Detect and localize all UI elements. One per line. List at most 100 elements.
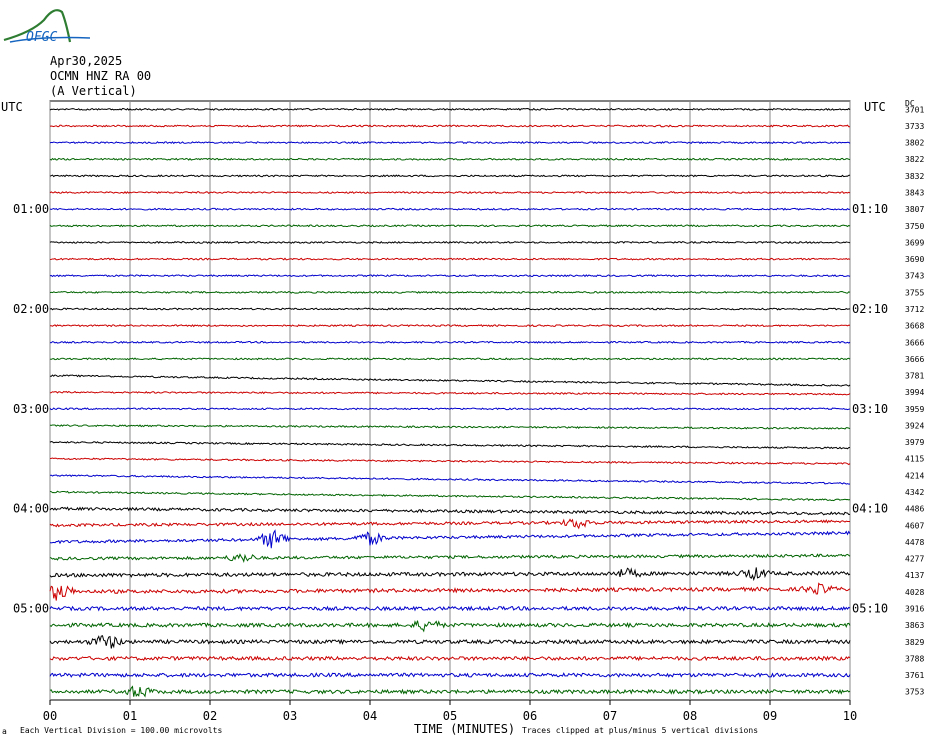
trace-row-26 xyxy=(49,529,851,549)
x-axis-title: TIME (MINUTES) xyxy=(414,722,516,736)
dc-value: 3843 xyxy=(905,189,924,198)
dc-value: 3750 xyxy=(905,222,924,231)
x-tick-label: 05 xyxy=(443,709,457,723)
trace-row-22 xyxy=(49,474,851,485)
trace-row-13 xyxy=(49,324,851,328)
trace-row-30 xyxy=(49,605,851,612)
trace-row-0 xyxy=(49,107,851,111)
trace-row-17 xyxy=(49,390,851,396)
label-layer: 00 01 02 03 04 05 06 07 08 09 10 3701 3733 3802 3822 38… xyxy=(13,105,924,723)
x-tick-label: 06 xyxy=(523,709,537,723)
dc-value: 3668 xyxy=(905,322,924,331)
dc-value: 3788 xyxy=(905,654,924,663)
x-tick-label: 09 xyxy=(763,709,777,723)
clip-note: Traces clipped at plus/minus 5 vertical … xyxy=(522,726,759,735)
grid-layer xyxy=(49,100,851,705)
dc-value: 3666 xyxy=(905,355,924,364)
dc-value: 3699 xyxy=(905,238,924,247)
dc-value: 4214 xyxy=(905,471,924,480)
trace-row-15 xyxy=(49,357,851,361)
dc-value: 3743 xyxy=(905,272,924,281)
trace-row-14 xyxy=(49,340,851,344)
x-tick-label: 01 xyxy=(123,709,137,723)
utc-right-label: UTC xyxy=(864,100,886,114)
dc-value: 3712 xyxy=(905,305,924,314)
trace-row-35 xyxy=(49,685,851,698)
trace-row-34 xyxy=(49,672,851,679)
x-tick-label: 03 xyxy=(283,709,297,723)
dc-value: 3781 xyxy=(905,372,924,381)
x-tick-label: 08 xyxy=(683,709,697,723)
trace-row-27 xyxy=(49,553,851,564)
dc-value: 4137 xyxy=(905,571,924,580)
x-tick-label: 00 xyxy=(43,709,57,723)
trace-row-8 xyxy=(49,240,851,244)
dc-value: 3690 xyxy=(905,255,924,264)
trace-row-29 xyxy=(49,582,851,601)
dc-value: 4028 xyxy=(905,588,924,597)
dc-value: 4277 xyxy=(905,555,924,564)
dc-value: 3755 xyxy=(905,288,924,297)
right-time-label: 04:10 xyxy=(852,502,888,516)
logo-text: OFGC xyxy=(26,30,57,44)
trace-row-1 xyxy=(49,124,851,128)
dc-value: 3959 xyxy=(905,405,924,414)
left-time-label: 05:00 xyxy=(13,601,49,615)
dc-value: 3863 xyxy=(905,621,924,630)
dc-value: 3666 xyxy=(905,338,924,347)
trace-layer xyxy=(49,107,851,698)
dc-value: 3733 xyxy=(905,122,924,131)
right-time-label: 03:10 xyxy=(852,402,888,416)
trace-row-12 xyxy=(49,307,851,311)
dc-value: 4342 xyxy=(905,488,924,497)
dc-value: 4115 xyxy=(905,455,924,464)
ofgc-logo: OFGC xyxy=(2,2,92,45)
trace-row-11 xyxy=(49,290,851,294)
header-component: (A Vertical) xyxy=(50,84,137,98)
dc-value: 4607 xyxy=(905,521,924,530)
dc-value: 3761 xyxy=(905,671,924,680)
header-station: OCMN HNZ RA 00 xyxy=(50,69,152,83)
dc-value: 3822 xyxy=(905,155,924,164)
utc-left-label: UTC xyxy=(1,100,23,114)
dc-value: 3994 xyxy=(905,388,924,397)
dc-value: 3807 xyxy=(905,205,924,214)
dc-value: 3979 xyxy=(905,438,924,447)
dc-value: 3924 xyxy=(905,421,924,430)
trace-row-20 xyxy=(49,440,851,450)
x-tick-label: 07 xyxy=(603,709,617,723)
trace-row-28 xyxy=(49,567,851,582)
trace-row-33 xyxy=(49,655,851,662)
right-time-label: 01:10 xyxy=(852,202,888,216)
trace-row-5 xyxy=(49,190,851,195)
header-date: Apr30,2025 xyxy=(50,54,123,68)
trace-row-7 xyxy=(49,224,851,228)
left-time-label: 01:00 xyxy=(13,202,49,216)
dc-label: DC xyxy=(905,99,915,108)
right-time-label: 02:10 xyxy=(852,302,888,316)
trace-row-19 xyxy=(49,424,851,430)
trace-row-16 xyxy=(49,374,851,387)
left-time-label: 02:00 xyxy=(13,302,49,316)
logo-mark-icon: OFGC xyxy=(3,9,91,45)
trace-row-25 xyxy=(49,518,851,530)
dc-value: 3802 xyxy=(905,139,924,148)
trace-row-3 xyxy=(49,157,851,161)
trace-row-9 xyxy=(49,257,851,261)
left-time-label: 03:00 xyxy=(13,402,49,416)
trace-row-31 xyxy=(49,620,851,633)
left-time-label: 04:00 xyxy=(13,502,49,516)
trace-row-18 xyxy=(49,407,851,411)
trace-row-21 xyxy=(49,457,851,466)
scale-note: Each Vertical Division = 100.00 microvol… xyxy=(20,726,223,735)
trace-row-23 xyxy=(49,490,851,502)
dc-value: 4478 xyxy=(905,538,924,547)
dc-value: 3829 xyxy=(905,638,924,647)
corner-mark: a xyxy=(2,727,7,736)
trace-row-32 xyxy=(49,635,851,649)
dc-value: 3832 xyxy=(905,172,924,181)
dc-value: 3916 xyxy=(905,604,924,613)
trace-row-6 xyxy=(49,207,851,211)
trace-row-24 xyxy=(49,506,851,516)
